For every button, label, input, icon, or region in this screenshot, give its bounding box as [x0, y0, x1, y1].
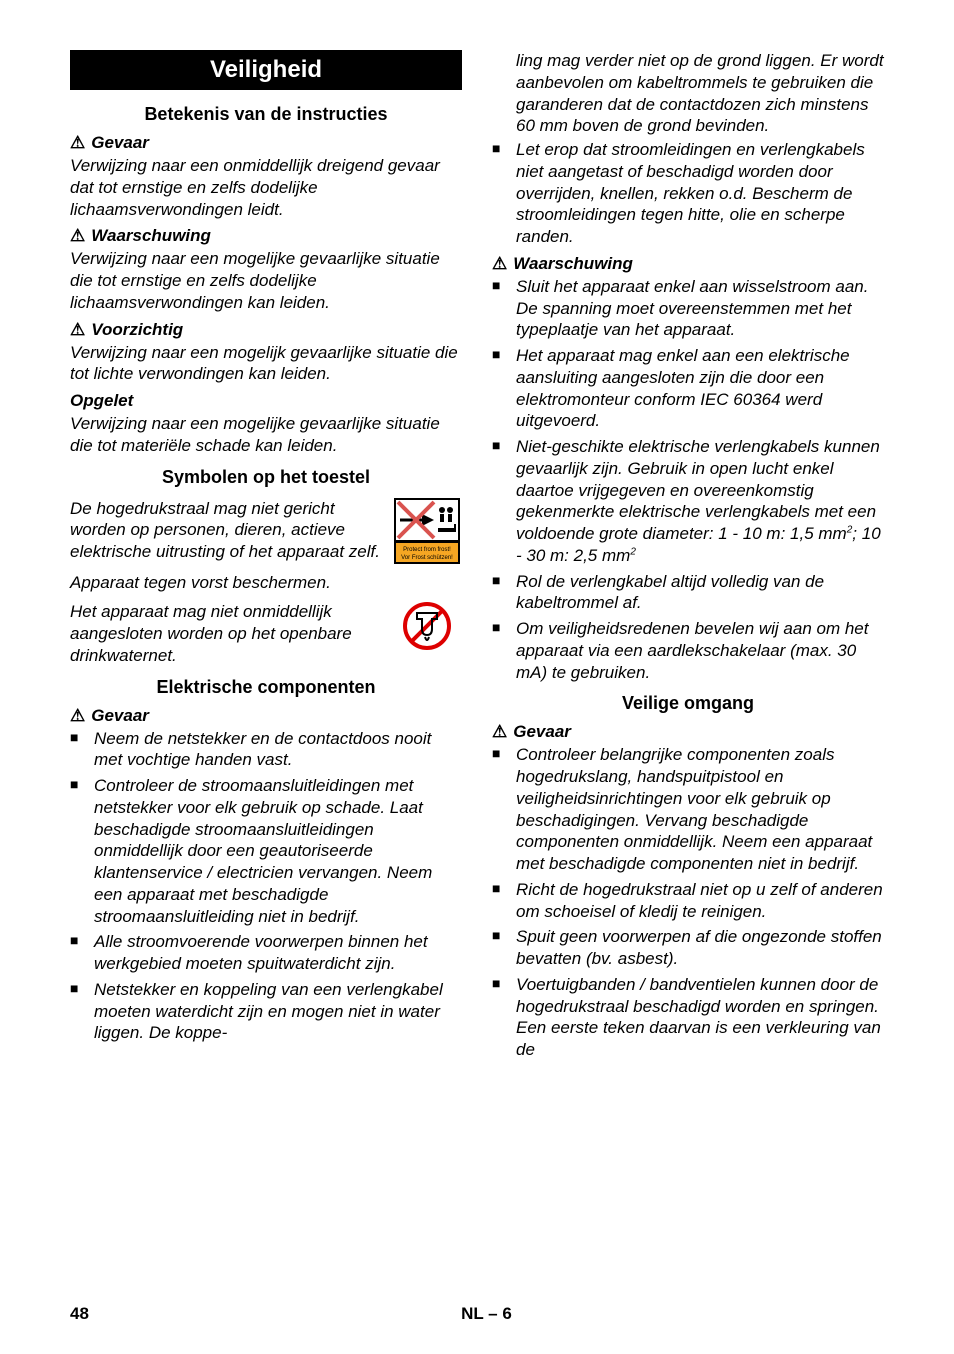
warning-label: ⚠Waarschuwing — [70, 226, 462, 246]
list-item: Let erop dat stroomleidingen en verlengk… — [492, 139, 884, 248]
list-item: Sluit het apparaat enkel aan wisselstroo… — [492, 276, 884, 341]
attention-text: Verwijzing naar een mogelijke gevaarlijk… — [70, 413, 462, 457]
danger3-label: ⚠Gevaar — [492, 722, 884, 742]
danger2-label: ⚠Gevaar — [70, 706, 462, 726]
sub-heading-2: Symbolen op het toestel — [70, 467, 462, 488]
caution-label: ⚠Voorzichtig — [70, 320, 462, 340]
left-bullet-list: Neem de netstekker en de contactdoos noo… — [70, 728, 462, 1045]
sub-heading-1: Betekenis van de instructies — [70, 104, 462, 125]
svg-text:Vor Frost schützen!: Vor Frost schützen! — [401, 555, 453, 561]
list-item: Niet-geschikte elektrische verlengkabels… — [492, 436, 884, 567]
right-danger-bullets: Controleer belangrijke componenten zoals… — [492, 744, 884, 1061]
lang-marker: NL – 6 — [461, 1304, 512, 1324]
warning2-label-text: Waarschuwing — [513, 254, 633, 273]
warning2-label: ⚠Waarschuwing — [492, 254, 884, 274]
list-item: Spuit geen voorwerpen af die ongezonde s… — [492, 926, 884, 970]
no-drinkwater-icon — [392, 601, 462, 651]
right-cont-bullets: Let erop dat stroomleidingen en verlengk… — [492, 139, 884, 248]
list-item: Controleer de stroomaansluitleidingen me… — [70, 775, 462, 927]
no-spray-icon: Protect from frost! Vor Frost schützen! — [392, 498, 462, 564]
list-item: Rol de verlengkabel altijd volledig van … — [492, 571, 884, 615]
list-item: Het apparaat mag enkel aan een elektrisc… — [492, 345, 884, 432]
list-item: Netstekker en koppeling van een verlengk… — [70, 979, 462, 1044]
danger-text: Verwijzing naar een onmiddellijk dreigen… — [70, 155, 462, 220]
symbol-1b-text: Apparaat tegen vorst beschermen. — [70, 572, 462, 594]
warning-label-text: Waarschuwing — [91, 226, 211, 245]
page-number: 48 — [70, 1304, 89, 1324]
caution-label-text: Voorzichtig — [91, 320, 183, 339]
symbol-2-text: Het apparaat mag niet onmiddellijk aange… — [70, 601, 382, 666]
list-item: Om veiligheidsredenen bevelen wij aan om… — [492, 618, 884, 683]
warning-text: Verwijzing naar een mogelijke gevaarlijk… — [70, 248, 462, 313]
sub-heading-3: Elektrische componenten — [70, 677, 462, 698]
symbol-1-text: De hogedrukstraal mag niet gericht worde… — [70, 499, 380, 562]
danger2-label-text: Gevaar — [91, 706, 149, 725]
list-item: Richt de hogedrukstraal niet op u zelf o… — [492, 879, 884, 923]
list-item: Controleer belangrijke componenten zoals… — [492, 744, 884, 875]
right-warn-bullets: Sluit het apparaat enkel aan wisselstroo… — [492, 276, 884, 684]
danger3-label-text: Gevaar — [513, 722, 571, 741]
list-item: Neem de netstekker en de contactdoos noo… — [70, 728, 462, 772]
attention-label: Opgelet — [70, 391, 462, 411]
danger-label: ⚠Gevaar — [70, 133, 462, 153]
sub-heading-4: Veilige omgang — [492, 693, 884, 714]
caution-text: Verwijzing naar een mogelijk gevaarlijke… — [70, 342, 462, 386]
danger-label-text: Gevaar — [91, 133, 149, 152]
main-heading: Veiligheid — [70, 50, 462, 90]
list-item: Alle stroomvoerende voorwerpen binnen he… — [70, 931, 462, 975]
continuation-text: ling mag verder niet op de grond liggen.… — [492, 50, 884, 137]
svg-text:Protect from frost!: Protect from frost! — [403, 547, 451, 553]
list-item: Voertuigbanden / bandventielen kunnen do… — [492, 974, 884, 1061]
